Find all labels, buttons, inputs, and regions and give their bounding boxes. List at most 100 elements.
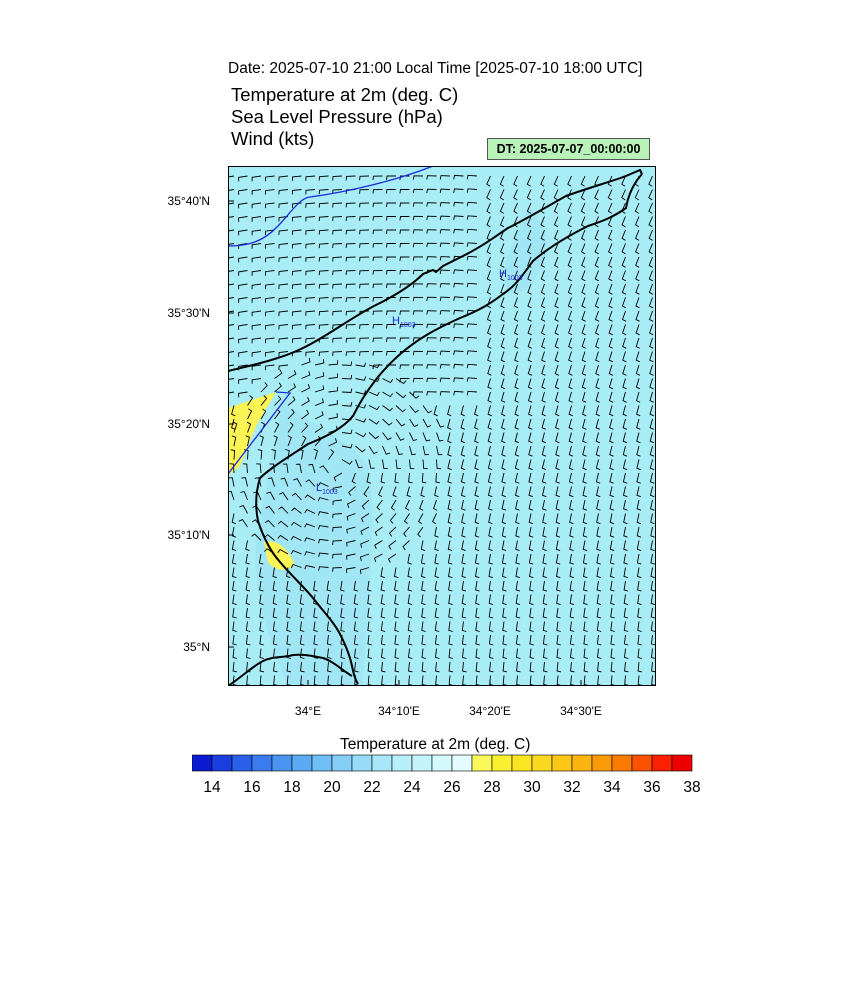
- wind-barb: [488, 621, 494, 632]
- wind-barb: [439, 350, 451, 356]
- wind-barb: [447, 526, 453, 538]
- wind-barb: [595, 432, 601, 444]
- wind-barb: [622, 472, 628, 484]
- wind-barb: [569, 513, 574, 525]
- wind-barb: [345, 256, 356, 262]
- wind-barb: [394, 594, 399, 606]
- wind-barb: [231, 553, 237, 565]
- wind-barb: [610, 621, 615, 632]
- wind-barb: [278, 189, 289, 195]
- wind-barb: [622, 364, 627, 376]
- wind-barb: [259, 634, 264, 646]
- wind-barb: [500, 378, 506, 390]
- wind-barb: [239, 504, 248, 514]
- wind-barb: [245, 567, 250, 579]
- wind-barb: [278, 364, 289, 371]
- wind-barb: [649, 486, 655, 498]
- wind-barb: [318, 283, 329, 289]
- wind-barb: [542, 526, 547, 538]
- wind-barb: [540, 270, 546, 282]
- wind-barb: [555, 486, 560, 498]
- colorbar-tick-label: 18: [283, 779, 301, 796]
- wind-barb: [636, 472, 641, 484]
- wind-barb: [608, 351, 613, 363]
- wind-barb: [341, 443, 353, 449]
- wind-barb: [228, 310, 235, 313]
- wind-barb: [486, 216, 491, 228]
- lon-label: 34°10'E: [378, 704, 420, 718]
- wind-barb: [291, 256, 302, 262]
- wind-barb: [231, 513, 237, 525]
- wind-barb: [286, 580, 291, 592]
- wind-barb: [332, 175, 343, 181]
- wind-barb: [229, 463, 235, 474]
- title-wind: Wind (kts): [231, 128, 315, 149]
- wind-barb: [346, 499, 356, 509]
- colorbar-swatch: [491, 754, 513, 772]
- wind-barb: [228, 175, 235, 178]
- wind-barb: [318, 243, 329, 249]
- wind-barb: [621, 256, 626, 268]
- map-frame: [228, 166, 656, 686]
- wind-barb: [238, 324, 248, 330]
- wind-barb: [245, 607, 251, 619]
- wind-barb: [580, 175, 586, 187]
- wind-barb: [388, 526, 397, 537]
- wind-barb: [515, 499, 520, 511]
- wind-barb: [426, 215, 437, 221]
- wind-barb: [502, 580, 507, 592]
- wind-barb: [649, 418, 654, 430]
- wind-barb: [555, 526, 561, 538]
- wind-barb: [555, 432, 560, 444]
- wind-barb: [487, 445, 493, 457]
- wind-barb: [594, 283, 600, 295]
- wind-barb: [637, 607, 642, 619]
- wind-barb: [475, 634, 480, 646]
- wind-barb: [345, 351, 356, 356]
- wind-barb: [488, 526, 493, 538]
- wind-barb: [501, 567, 507, 579]
- wind-barb: [426, 188, 437, 194]
- wind-barb: [341, 459, 353, 465]
- wind-barb: [567, 243, 572, 255]
- wind-barb: [466, 228, 478, 234]
- wind-barb: [254, 477, 262, 487]
- wind-barb: [260, 408, 267, 420]
- wind-barb: [596, 621, 602, 632]
- wind-barb: [461, 594, 467, 606]
- wind-barb: [434, 540, 439, 552]
- wind-barb: [556, 607, 561, 619]
- wind-barb: [488, 553, 493, 565]
- wind-barb: [426, 175, 437, 180]
- wind-barb: [382, 432, 392, 441]
- wind-barb: [314, 385, 325, 393]
- wind-barb: [251, 189, 262, 195]
- wind-barb: [439, 310, 451, 315]
- wind-barb: [345, 229, 356, 235]
- wind-barb: [256, 463, 262, 474]
- wind-barb: [527, 378, 533, 390]
- wind-barb: [608, 324, 613, 336]
- wind-barb: [466, 282, 478, 288]
- coastline-east: [255, 173, 643, 685]
- wind-barb: [594, 270, 600, 282]
- wind-barb: [422, 432, 431, 442]
- wind-barb: [650, 621, 656, 632]
- wind-barb: [439, 175, 451, 180]
- wind-barb: [622, 391, 627, 403]
- wind-barb: [486, 175, 491, 187]
- wind-barb: [259, 648, 265, 659]
- wind-barb: [541, 351, 546, 363]
- wind-barb: [567, 270, 573, 282]
- wind-barb: [332, 216, 343, 222]
- wind-barb: [436, 418, 445, 428]
- wind-barb: [568, 445, 574, 457]
- wind-barb: [278, 283, 289, 290]
- colorbar: [192, 754, 693, 772]
- wind-barb: [516, 648, 521, 659]
- colorbar-swatch: [391, 754, 413, 772]
- wind-barb: [231, 526, 237, 538]
- wind-barb: [541, 405, 546, 417]
- wind-barb: [426, 364, 437, 369]
- wind-barb: [514, 351, 519, 363]
